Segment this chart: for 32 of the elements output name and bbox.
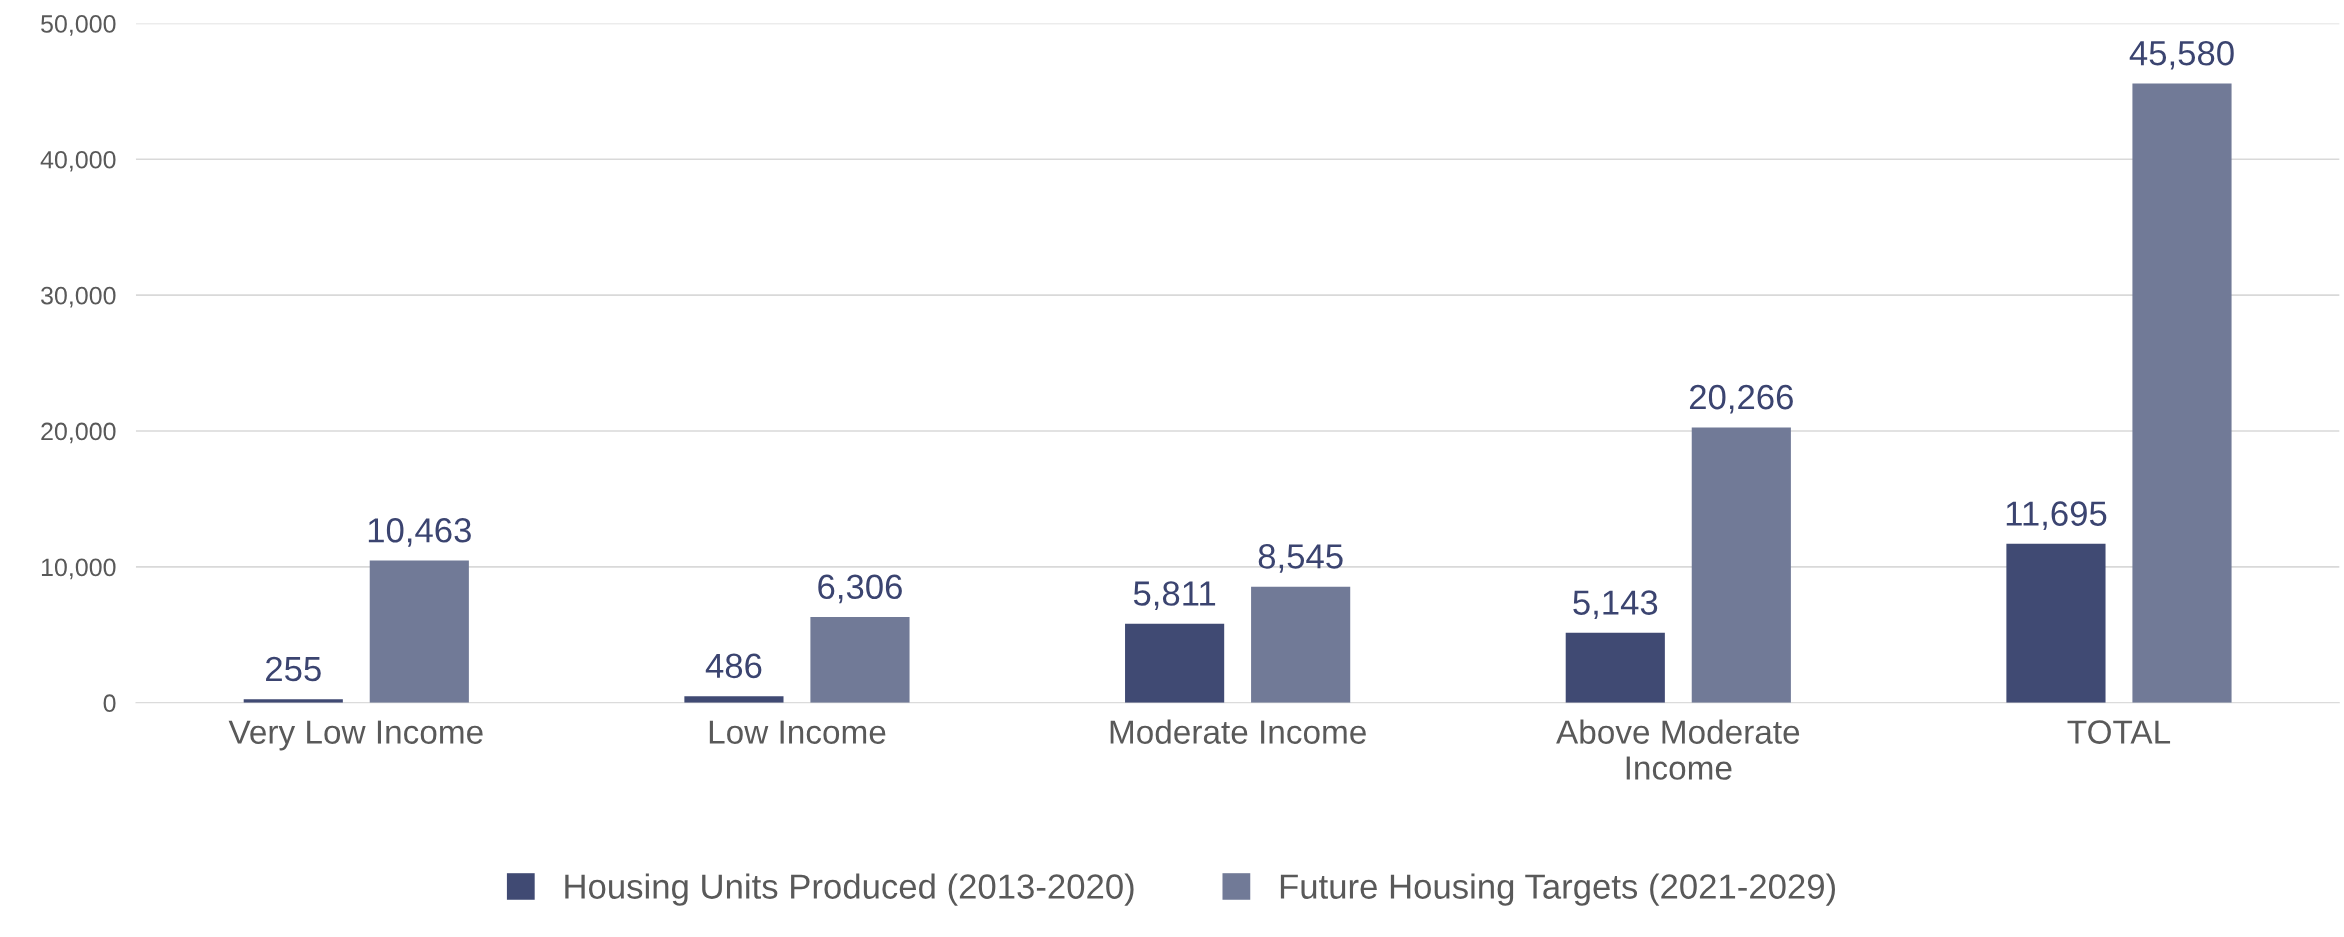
data-label: 5,811 [1133,581,1216,610]
bar [810,617,910,703]
x-tick-label: TOTAL [2067,720,2171,744]
x-tick-label: Moderate Income [1110,719,1366,744]
y-tick-label: 0 [103,694,116,713]
x-tick-label: Low Income [709,720,886,744]
bar [684,696,784,703]
x-tick-label: Very Low Income [228,720,483,751]
y-tick-label: 20,000 [41,422,116,444]
bar [2006,543,2106,703]
bar [1251,586,1351,703]
y-tick-label: 50,000 [41,15,116,36]
data-label: 45,580 [2129,40,2234,70]
y-tick-label: 10,000 [41,558,116,580]
bar [1691,427,1791,703]
data-label: 255 [266,656,321,682]
y-tick-label: 30,000 [41,286,116,308]
bar [2132,83,2232,703]
bar [1565,632,1665,703]
data-label: 11,695 [2006,501,2107,530]
data-label: 5,143 [1573,590,1658,619]
data-label: 6,306 [818,574,902,604]
data-label: 20,266 [1689,384,1793,414]
data-label: 8,545 [1258,544,1343,573]
data-label: 486 [705,653,762,679]
y-tick-label: 40,000 [40,150,116,172]
bar [369,560,469,703]
bar [1125,623,1225,703]
data-label: 10,463 [368,518,471,547]
legend-label: Future Housing Targets (2021-2029) [1280,873,1835,906]
legend-label: Housing Units Produced (2013-2020) [565,873,1134,906]
x-tick-label: Above Moderate Income [1556,719,1800,780]
